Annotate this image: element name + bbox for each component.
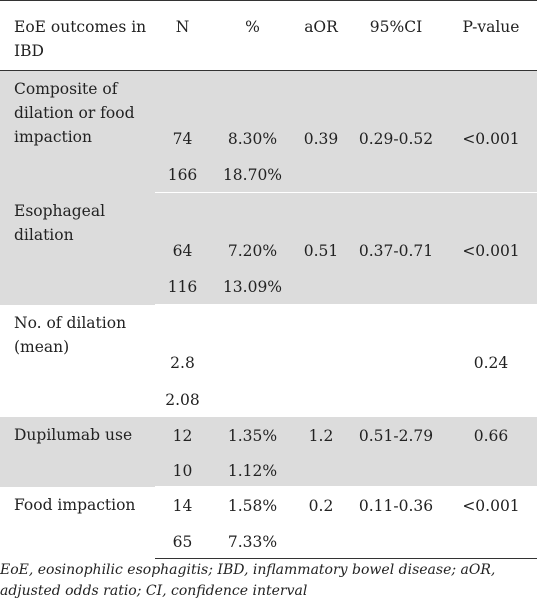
- cell-n: 14: [172, 496, 193, 515]
- header-p-value: P-value: [462, 18, 520, 36]
- cell-percent: [210, 305, 295, 381]
- cell-n: 74: [155, 70, 210, 157]
- cell-n: 64: [155, 192, 210, 269]
- header-aor: aOR: [304, 18, 338, 36]
- cell-ci: 0.37-0.71: [347, 192, 445, 269]
- outcome-label: No. of dilation (mean): [14, 313, 127, 356]
- cell-aor: 0.39: [295, 70, 347, 157]
- table-row: Food impaction 14 1.58% 0.2 0.11-0.36 <0…: [0, 487, 537, 525]
- cell-percent: [210, 381, 295, 417]
- cell-n: 116: [155, 268, 210, 305]
- header-ci: 95%CI: [369, 18, 423, 36]
- cell-p-value: <0.001: [462, 496, 520, 515]
- cell-percent: 7.33%: [210, 524, 295, 559]
- table-row: Esophageal dilation 64 7.20% 0.51 0.37-0…: [0, 192, 537, 305]
- cell-aor: 0.2: [308, 496, 334, 515]
- cell-ci: 0.29-0.52: [347, 70, 445, 157]
- cell-aor: [295, 305, 347, 381]
- header-outcome: EoE outcomes in IBD: [14, 18, 147, 60]
- cell-n: 166: [155, 156, 210, 193]
- cell-ci: 0.11-0.36: [358, 496, 434, 515]
- cell-p-value: 0.24: [473, 353, 509, 372]
- cell-aor: 0.51: [295, 192, 347, 269]
- cell-n: 10: [155, 454, 210, 487]
- outcome-label: Dupilumab use: [0, 416, 155, 487]
- header-percent: %: [245, 18, 260, 36]
- cell-n: 2.8: [170, 353, 195, 372]
- cell-p-value: <0.001: [445, 192, 537, 269]
- cell-percent: 1.35%: [210, 416, 295, 455]
- cell-n: 12: [155, 416, 210, 455]
- cell-aor: 1.2: [295, 416, 347, 455]
- cell-percent: 18.70%: [210, 156, 295, 193]
- table-subrow: 116 13.09%: [0, 268, 537, 305]
- cell-percent: 1.12%: [210, 454, 295, 487]
- table-footnote: EoE, eosinophilic esophagitis; IBD, infl…: [0, 562, 496, 599]
- cell-p-value: 0.66: [445, 416, 537, 455]
- cell-p-value: <0.001: [445, 70, 537, 157]
- table-row: Composite of dilation or food impaction …: [0, 70, 537, 193]
- table-subrow: 166 18.70%: [0, 156, 537, 193]
- table-subrow: 10 1.12%: [0, 454, 537, 487]
- cell-percent: 8.30%: [210, 70, 295, 157]
- outcome-label: Composite of dilation or food impaction: [0, 70, 155, 193]
- cell-ci: [347, 305, 445, 381]
- outcome-label: Food impaction: [14, 495, 136, 514]
- table-row: Dupilumab use 12 1.35% 1.2 0.51-2.79 0.6…: [0, 416, 537, 487]
- cell-ci: 0.51-2.79: [347, 416, 445, 455]
- cell-n: 2.08: [165, 390, 200, 409]
- table-row: No. of dilation (mean) 2.8 0.24: [0, 305, 537, 381]
- header-n: N: [175, 18, 190, 36]
- cell-percent: 7.20%: [210, 192, 295, 269]
- cell-percent: 1.58%: [227, 496, 278, 515]
- table-header-row: EoE outcomes in IBD N % aOR 95%CI P-valu…: [0, 0, 537, 71]
- cell-percent: 13.09%: [210, 268, 295, 305]
- outcomes-table-container: EoE outcomes in IBD N % aOR 95%CI P-valu…: [0, 0, 537, 559]
- outcomes-table: EoE outcomes in IBD N % aOR 95%CI P-valu…: [0, 0, 537, 559]
- table-subrow: 2.08: [0, 381, 537, 417]
- cell-n: 65: [155, 524, 210, 559]
- outcome-label: Esophageal dilation: [0, 192, 155, 305]
